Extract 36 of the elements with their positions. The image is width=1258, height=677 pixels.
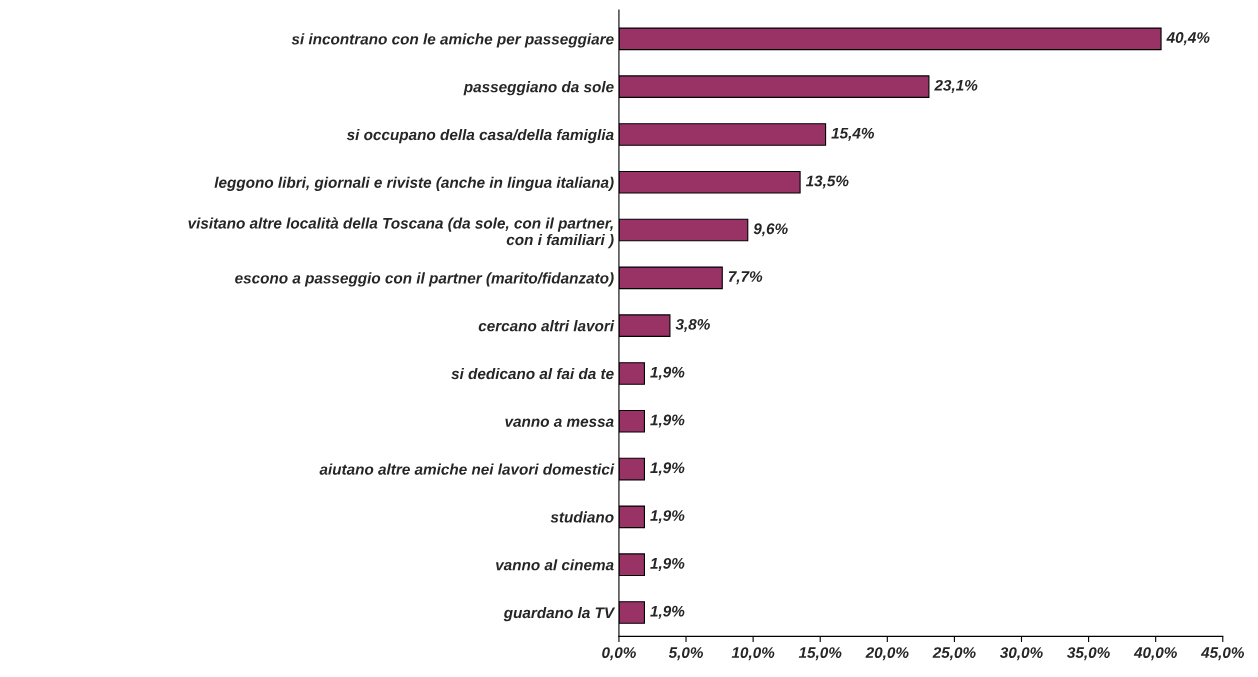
x-tick-label: 5,0% — [668, 647, 704, 661]
x-tick-label: 35,0% — [1067, 647, 1110, 661]
data-label: 3,8% — [675, 318, 710, 332]
x-tick-label: 40,0% — [1133, 647, 1177, 661]
y-tick-label: passeggiano da sole — [463, 81, 614, 96]
y-tick-label: vanno a messa — [505, 418, 614, 427]
data-label: 13,5% — [805, 175, 849, 189]
x-tick-label: 30,0% — [999, 647, 1043, 661]
data-label: 1,9% — [650, 414, 685, 428]
y-tick-label: si occupano della casa/della famiglia — [346, 128, 614, 144]
y-tick-label: si incontrano con le amiche per passeggiare — [291, 33, 614, 48]
data-label: 1,9% — [650, 557, 685, 571]
data-label: 1,9% — [650, 366, 685, 380]
data-label: 9,6% — [753, 223, 788, 237]
data-label: 1,9% — [650, 605, 685, 619]
x-tick-label: 15,0% — [798, 647, 842, 661]
y-tick-label: escono a passeggio con il partner (marito/fidanzato) — [235, 272, 614, 287]
x-tick-label: 45,0% — [1200, 647, 1245, 661]
y-tick-label: visitano altre località della Toscana (da sole, con il partner, con i familiari ) — [188, 217, 614, 249]
data-label: 1,9% — [650, 510, 685, 524]
x-tick-label: 0,0% — [602, 647, 636, 661]
y-tick-label: studiano — [550, 511, 614, 523]
y-tick-label: aiutano altre amiche nei lavori domestici — [319, 463, 615, 475]
y-tick-label: si dedicano al fai da te — [451, 367, 614, 380]
y-tick-label: cercano altri lavori — [478, 320, 615, 332]
data-label: 23,1% — [934, 79, 978, 93]
y-tick-label: vanno al cinema — [496, 559, 614, 571]
data-label: 1,9% — [650, 462, 685, 476]
data-label: 40,4% — [1166, 32, 1210, 46]
data-label: 15,4% — [831, 127, 875, 141]
y-tick-label: leggono libri, giornali e riviste (anche in lingua italiana) — [214, 176, 614, 191]
y-tick-label: guardano la TV — [503, 606, 616, 622]
data-label: 7,7% — [728, 271, 763, 285]
x-tick-label: 20,0% — [865, 647, 909, 661]
x-tick-label: 10,0% — [731, 647, 775, 661]
x-tick-label: 25,0% — [932, 647, 976, 661]
